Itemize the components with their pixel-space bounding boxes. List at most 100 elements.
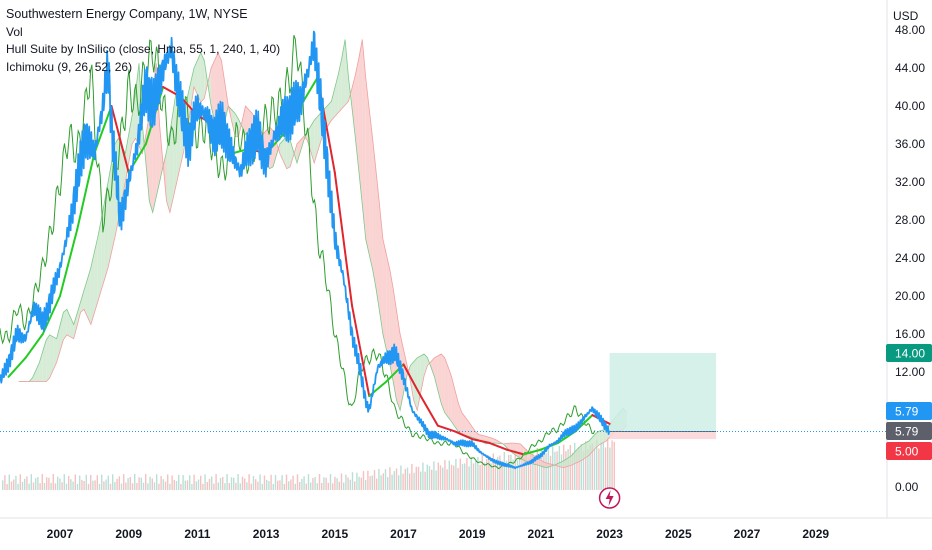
volume-bar <box>444 460 446 490</box>
cloud-segment <box>430 357 435 377</box>
volume-bar <box>180 484 182 490</box>
volume-bar <box>532 453 534 490</box>
volume-bar <box>560 454 563 490</box>
cloud-segment <box>193 60 198 95</box>
volume-bar <box>92 480 94 490</box>
cloud-segment <box>286 136 291 169</box>
volume-bar <box>103 481 105 490</box>
volume-bar <box>587 449 589 490</box>
long-position-tool[interactable] <box>0 353 887 440</box>
legend-hull[interactable]: Hull Suite by InSilico (close, Hma, 55, … <box>6 42 281 56</box>
volume-bar <box>118 476 120 490</box>
volume-bar <box>21 482 24 490</box>
cloud-segment <box>66 309 71 337</box>
volume-bar <box>464 463 466 490</box>
volume-bar <box>83 481 85 490</box>
volume-bar <box>261 483 263 490</box>
lagging-span <box>0 35 596 470</box>
volume-bar <box>435 470 437 490</box>
volume-bar <box>398 475 400 490</box>
volume-bar <box>37 477 39 490</box>
volume-bar <box>131 483 134 490</box>
x-tick-label: 2023 <box>596 527 623 541</box>
cloud-segment <box>345 39 349 106</box>
volume-bar <box>340 473 343 490</box>
volume-bar <box>538 457 541 490</box>
legend-vol[interactable]: Vol <box>6 24 23 39</box>
volume-bar <box>200 475 202 490</box>
x-tick-label: 2021 <box>528 527 555 541</box>
y-tick-label: 16.00 <box>895 327 925 341</box>
volume-bar <box>167 474 169 490</box>
volume-bar <box>336 478 338 490</box>
volume-bar <box>488 456 490 490</box>
volume-bar <box>345 474 347 490</box>
legend-title[interactable]: Southwestern Energy Company, 1W, NYSE <box>6 7 248 21</box>
volume-bar <box>334 476 336 490</box>
volume-bar <box>406 467 409 490</box>
volume-bar <box>70 479 72 490</box>
volume-bar <box>354 481 356 490</box>
cloud-segment <box>424 353 428 376</box>
volume-bar <box>395 468 398 490</box>
volume-bar <box>486 459 488 490</box>
x-tick-label: 2009 <box>115 527 142 541</box>
volume-bar <box>536 448 538 490</box>
series-lines <box>0 30 611 470</box>
y-tick-label: 36.00 <box>895 137 925 151</box>
volume-bar <box>571 452 574 490</box>
volume-bar <box>303 476 305 490</box>
volume-bar <box>105 479 107 490</box>
hull-segment <box>402 363 422 397</box>
cloud-segment <box>173 87 177 198</box>
volume-bar <box>387 477 389 490</box>
x-tick-label: 2011 <box>184 527 210 541</box>
cloud-segment <box>314 116 318 163</box>
volume-bar <box>197 479 200 490</box>
volume-bar <box>409 473 411 490</box>
cloud-segment <box>420 353 425 394</box>
volume-bar <box>602 442 604 490</box>
volume-bar <box>422 462 424 490</box>
volume-bar <box>10 481 13 490</box>
volume-bar <box>30 474 32 490</box>
cloud-segment <box>358 39 363 205</box>
volume-bar <box>35 478 37 490</box>
volume-bar <box>461 464 464 490</box>
y-tick-label: 28.00 <box>895 213 925 227</box>
legend-ichimoku[interactable]: Ichimoku (9, 26, 52, 26) <box>6 59 133 74</box>
price-badge <box>886 344 932 362</box>
volume-bar <box>347 477 349 490</box>
volume-bar <box>48 477 50 490</box>
volume-bar <box>389 467 391 490</box>
cloud-segment <box>231 109 236 137</box>
volume-bar <box>585 441 587 490</box>
volume-bar <box>76 483 79 490</box>
y-tick-label: 40.00 <box>895 99 925 113</box>
cloud-segment <box>77 301 81 326</box>
volume-bar <box>162 479 164 490</box>
volume-bar <box>373 470 376 490</box>
volume-bar <box>534 455 536 490</box>
volume-bar <box>173 479 175 490</box>
volume-bar <box>527 458 530 490</box>
volume-bar <box>153 482 156 490</box>
hull-segment <box>7 356 27 378</box>
volume-bar <box>505 460 508 490</box>
volume-bar <box>107 475 109 490</box>
volume-bar <box>307 474 310 490</box>
volume-bar <box>321 483 323 490</box>
volume-bar <box>8 474 10 490</box>
cloud-segment <box>575 447 579 464</box>
cloud-segment <box>489 437 493 444</box>
cloud-segment <box>283 136 287 169</box>
volume-bar <box>439 465 442 490</box>
volume-bar <box>552 446 554 490</box>
volume-bar <box>301 478 303 490</box>
volume-bar <box>457 467 459 490</box>
volume-bar <box>448 460 450 490</box>
volume-bar <box>147 483 149 490</box>
cloud-segment <box>211 60 215 122</box>
